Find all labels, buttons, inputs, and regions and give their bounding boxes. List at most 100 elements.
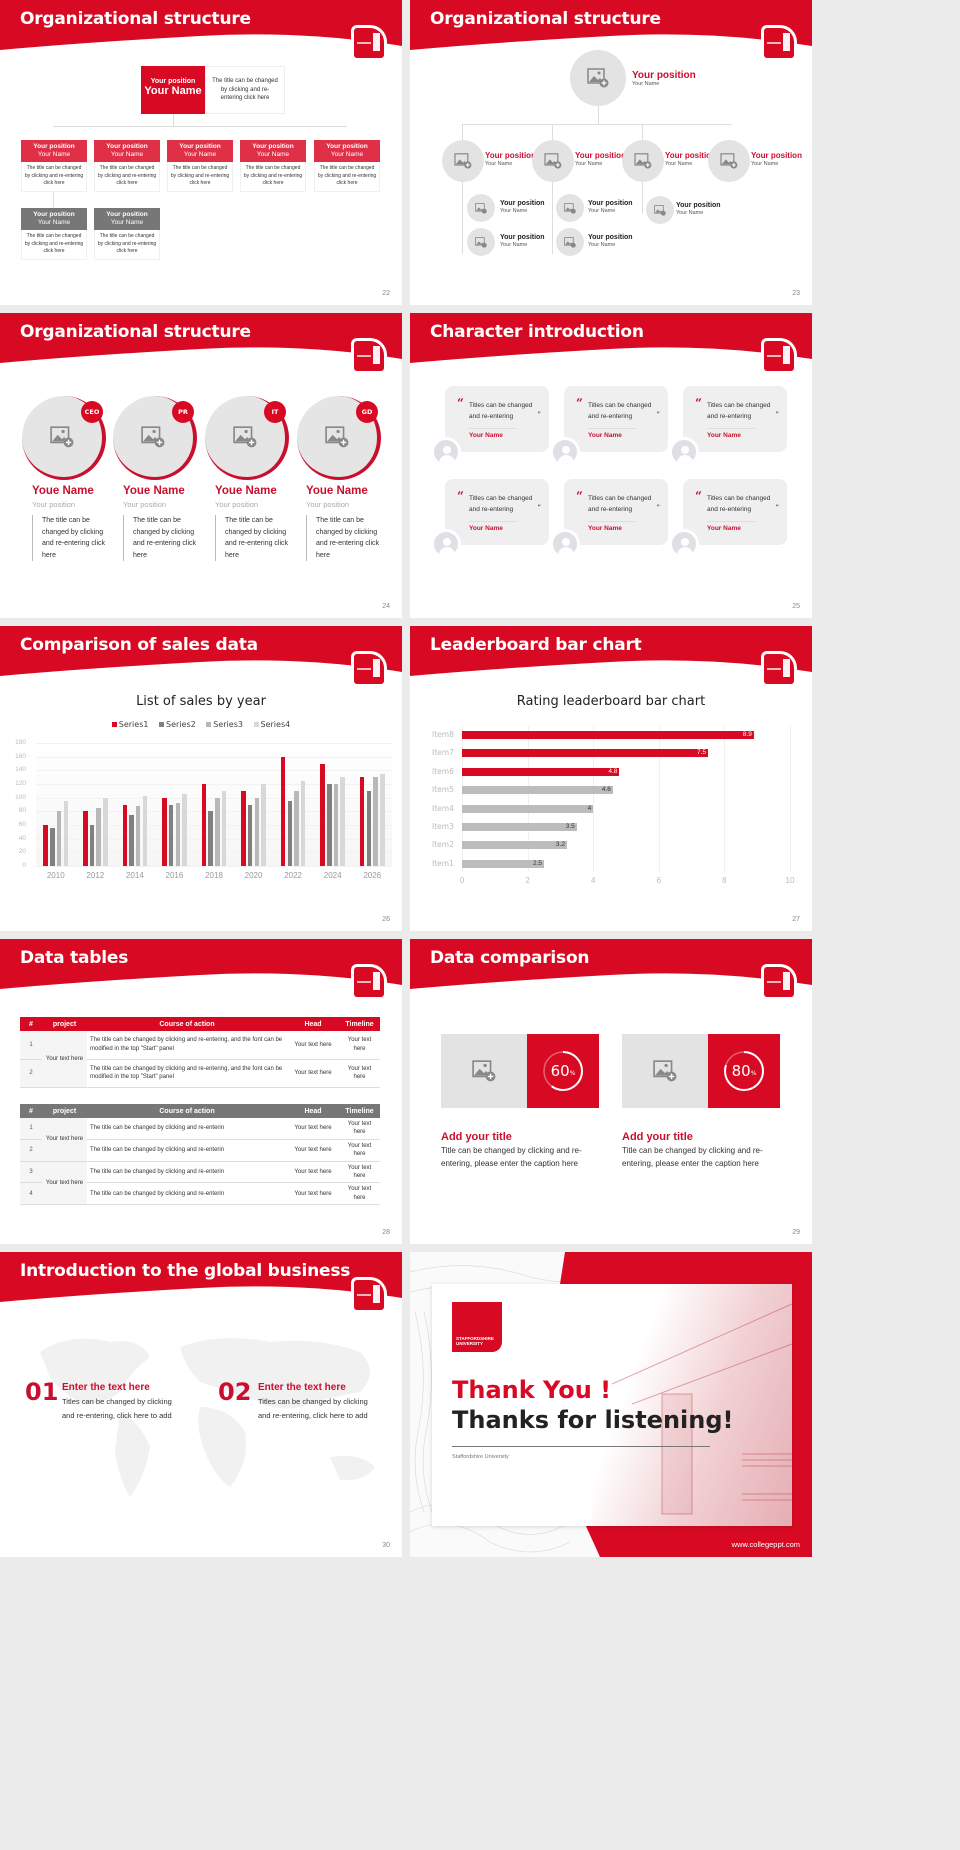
quote-card[interactable]: “ Titles can be changed and re-entering … (564, 386, 668, 452)
table-row[interactable]: 2 The title can be changed by clicking a… (20, 1139, 380, 1162)
slide-28[interactable]: Data tables # project Course of action H… (0, 939, 402, 1244)
column-header[interactable]: Timeline (345, 1020, 374, 1028)
action-cell[interactable]: The title can be changed by clicking and… (87, 1059, 287, 1088)
org-top-card[interactable]: Your position Your Name (141, 66, 205, 114)
bar-series2-2018[interactable] (208, 811, 213, 866)
bar-item7[interactable]: 7.5 (462, 749, 708, 758)
head-cell[interactable]: Your text here (287, 1059, 339, 1088)
slide-27[interactable]: Leaderboard bar chart Rating leaderboard… (410, 626, 812, 931)
column-header[interactable]: # (29, 1020, 33, 1028)
quote-card[interactable]: “ Titles can be changed and re-entering … (564, 479, 668, 545)
slide-25[interactable]: Character introduction “ Titles can be c… (410, 313, 812, 618)
bar-series2-2026[interactable] (366, 790, 372, 866)
bar-series3-2024[interactable] (333, 784, 339, 866)
bar-item5[interactable]: 4.6 (462, 786, 613, 795)
bar-series3-2018[interactable] (215, 797, 220, 866)
timeline-cell[interactable]: Your text here (339, 1031, 380, 1060)
bar-series3-2014[interactable] (135, 805, 141, 866)
quote-card[interactable]: “ Titles can be changed and re-entering … (683, 386, 787, 452)
head-cell[interactable]: Your text here (287, 1139, 339, 1162)
project-cell[interactable]: Your text here (42, 1118, 87, 1162)
slide-24[interactable]: Organizational structure CEO Youe Name Y… (0, 313, 402, 618)
head-cell[interactable]: Your text here (287, 1118, 339, 1140)
bar-series4-2016[interactable] (182, 794, 187, 866)
bar-item1[interactable]: 2.5 (462, 859, 544, 868)
bar-series1-2016[interactable] (162, 797, 167, 866)
column-header[interactable]: Head (304, 1107, 322, 1115)
image-placeholder[interactable] (467, 194, 495, 222)
bar-series1-2022[interactable] (280, 756, 286, 866)
bar-series2-2016[interactable] (168, 804, 174, 866)
bar-series1-2014[interactable] (122, 804, 128, 866)
image-placeholder[interactable] (442, 140, 484, 182)
image-placeholder[interactable] (441, 1034, 527, 1108)
legend-item[interactable]: Series3 (206, 720, 243, 729)
bar-series3-2026[interactable] (373, 777, 378, 866)
project-cell[interactable]: Your text here (42, 1031, 87, 1088)
bar-series1-2010[interactable] (43, 825, 48, 866)
legend-item[interactable]: Series1 (111, 720, 148, 729)
org-card[interactable]: Your position Your Name The title can be … (21, 140, 87, 192)
column-header[interactable]: Head (304, 1020, 322, 1028)
column-header[interactable]: Timeline (345, 1107, 374, 1115)
legend-item[interactable]: Series4 (253, 720, 290, 729)
bar-series3-2012[interactable] (96, 807, 101, 866)
org-card-gray[interactable]: Your position Your Name The title can be … (21, 208, 87, 260)
bar-series2-2022[interactable] (287, 801, 292, 866)
bar-series4-2024[interactable] (340, 777, 345, 866)
timeline-cell[interactable]: Your text here (339, 1182, 380, 1206)
slide-26[interactable]: Comparison of sales data List of sales b… (0, 626, 402, 931)
slide-22[interactable]: Organizational structure Your position Y… (0, 0, 402, 305)
table-row[interactable]: 1 Your text here The title can be change… (20, 1118, 380, 1162)
bar-series4-2014[interactable] (142, 796, 148, 866)
action-cell[interactable]: The title can be changed by clicking and… (87, 1118, 287, 1140)
image-placeholder[interactable] (622, 1034, 708, 1108)
bar-item8[interactable]: 8.9 (462, 731, 754, 739)
action-cell[interactable]: The title can be changed by clicking and… (87, 1031, 287, 1060)
bar-series3-2010[interactable] (56, 811, 62, 866)
org-card[interactable]: Your position Your Name The title can be … (240, 140, 306, 192)
column-header[interactable]: Course of action (159, 1107, 215, 1115)
bar-series3-2022[interactable] (294, 790, 299, 866)
bar-item6[interactable]: 4.8 (462, 767, 620, 776)
bar-series1-2020[interactable] (241, 790, 246, 866)
table-row[interactable]: 1 Your text here The title can be change… (20, 1031, 380, 1088)
bar-series2-2024[interactable] (327, 784, 332, 866)
head-cell[interactable]: Your text here (287, 1031, 339, 1060)
image-placeholder[interactable] (556, 228, 584, 256)
action-cell[interactable]: The title can be changed by clicking and… (87, 1182, 287, 1206)
slide-29[interactable]: Data comparison 60% Add your title Title… (410, 939, 812, 1244)
bar-series4-2022[interactable] (300, 780, 306, 866)
website-link[interactable]: www.collegeppt.com (731, 1540, 800, 1549)
bar-series4-2010[interactable] (63, 801, 69, 866)
image-placeholder[interactable] (570, 50, 626, 106)
bar-series2-2012[interactable] (89, 825, 95, 866)
bar-series2-2020[interactable] (247, 804, 253, 866)
bar-series4-2012[interactable] (103, 797, 108, 866)
action-cell[interactable]: The title can be changed by clicking and… (87, 1161, 287, 1184)
image-placeholder[interactable] (708, 140, 750, 182)
bar-series1-2018[interactable] (201, 784, 207, 866)
quote-card[interactable]: “ Titles can be changed and re-entering … (445, 386, 549, 452)
bar-chart-plot[interactable] (36, 743, 392, 867)
column-header[interactable]: project (52, 1107, 77, 1115)
slide-23[interactable]: Organizational structure Your position Y… (410, 0, 812, 305)
bar-series3-2020[interactable] (254, 797, 260, 866)
timeline-cell[interactable]: Your text here (339, 1161, 380, 1184)
image-placeholder[interactable] (646, 196, 674, 224)
image-placeholder[interactable] (532, 140, 574, 182)
timeline-cell[interactable]: Your text here (339, 1059, 380, 1088)
bar-series2-2010[interactable] (50, 828, 55, 866)
bar-item4[interactable]: 4 (462, 804, 594, 813)
legend-item[interactable]: Series2 (159, 720, 196, 729)
slide-30[interactable]: Introduction to the global business 01 E… (0, 1252, 402, 1557)
project-cell[interactable]: Your text here (42, 1161, 87, 1206)
head-cell[interactable]: Your text here (287, 1182, 339, 1206)
bar-series1-2024[interactable] (320, 763, 325, 866)
quote-card[interactable]: “ Titles can be changed and re-entering … (445, 479, 549, 545)
column-header[interactable]: project (52, 1020, 77, 1028)
action-cell[interactable]: The title can be changed by clicking and… (87, 1139, 287, 1162)
org-card[interactable]: Your position Your Name The title can be … (167, 140, 233, 192)
head-cell[interactable]: Your text here (287, 1161, 339, 1184)
hbar-chart-plot[interactable]: 0 2 4 6 8 10 Item8 8.9 Item7 7.5 Item6 4.8 Item5 4.6 I… (432, 726, 794, 885)
